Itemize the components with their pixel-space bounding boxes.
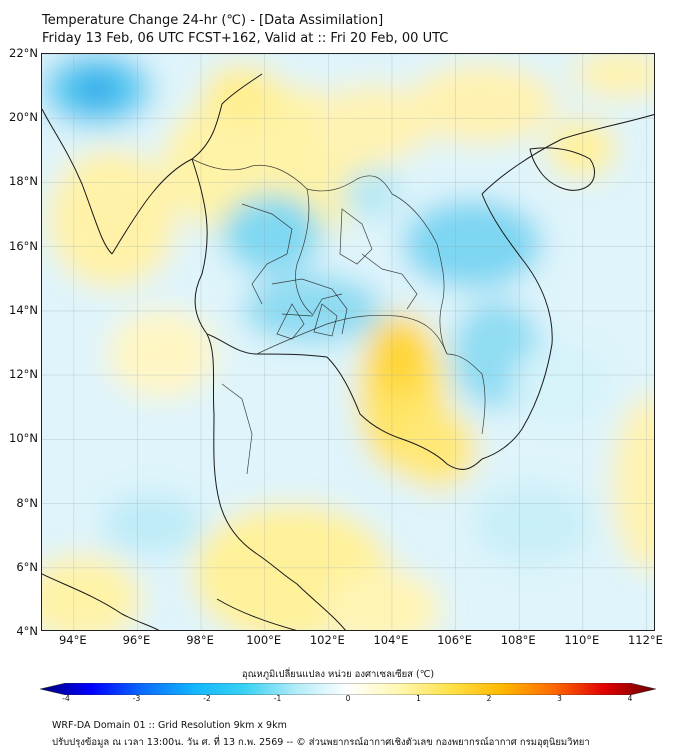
footer-model-info: WRF-DA Domain 01 :: Grid Resolution 9km … — [52, 720, 287, 731]
colorbar-tick-label: 1 — [416, 694, 421, 703]
map-subtitle: Friday 13 Feb, 06 UTC FCST+162, Valid at… — [42, 31, 449, 46]
lon-label: 98°E — [186, 633, 214, 647]
temperature-change-map[interactable] — [41, 53, 655, 631]
lon-label: 102°E — [309, 633, 345, 647]
colorbar-tick-label: -1 — [273, 694, 282, 703]
colorbar-title: อุณหภูมิเปลี่ยนแปลง หน่วย องศาเซลเซียส (… — [241, 669, 435, 680]
lon-label: 96°E — [122, 633, 151, 647]
footer-update-info: ปรับปรุงข้อมูล ณ เวลา 13:00น. วัน ศ. ที่… — [52, 737, 590, 748]
map-canvas — [42, 54, 654, 630]
colorbar-tick-label: 0 — [345, 694, 351, 703]
lon-label: 100°E — [246, 633, 282, 647]
colorbar-tick-label: -4 — [62, 694, 70, 703]
graticule — [42, 54, 654, 630]
admin-borders — [191, 158, 486, 475]
lat-label: 20°N — [9, 110, 38, 125]
lon-label: 104°E — [373, 633, 409, 647]
lat-label: 8°N — [16, 495, 38, 510]
lon-label: 112°E — [627, 633, 663, 647]
lat-label: 4°N — [16, 624, 38, 638]
colorbar-tick-label: -3 — [132, 694, 141, 703]
map-title: Temperature Change 24-hr (℃) - [Data Ass… — [42, 13, 384, 28]
lat-label: 14°N — [9, 302, 38, 317]
lat-label: 22°N — [9, 46, 38, 60]
lat-label: 6°N — [16, 559, 38, 574]
lon-label: 110°E — [564, 633, 600, 647]
colorbar-tick-label: 2 — [486, 694, 492, 703]
lat-label: 16°N — [9, 238, 38, 253]
colorbar-tick-label: 4 — [627, 694, 633, 703]
lon-label: 106°E — [437, 633, 473, 647]
colorbar-tick-label: 3 — [557, 694, 562, 703]
lat-label: 10°N — [9, 431, 38, 446]
temperature-field — [42, 54, 654, 630]
lon-label: 94°E — [58, 633, 87, 647]
colorbar — [39, 680, 657, 696]
colorbar-tick-label: -2 — [203, 694, 211, 703]
lon-label: 108°E — [500, 633, 536, 647]
coastlines — [42, 73, 654, 630]
lat-label: 12°N — [9, 367, 38, 382]
lat-label: 18°N — [9, 174, 38, 189]
